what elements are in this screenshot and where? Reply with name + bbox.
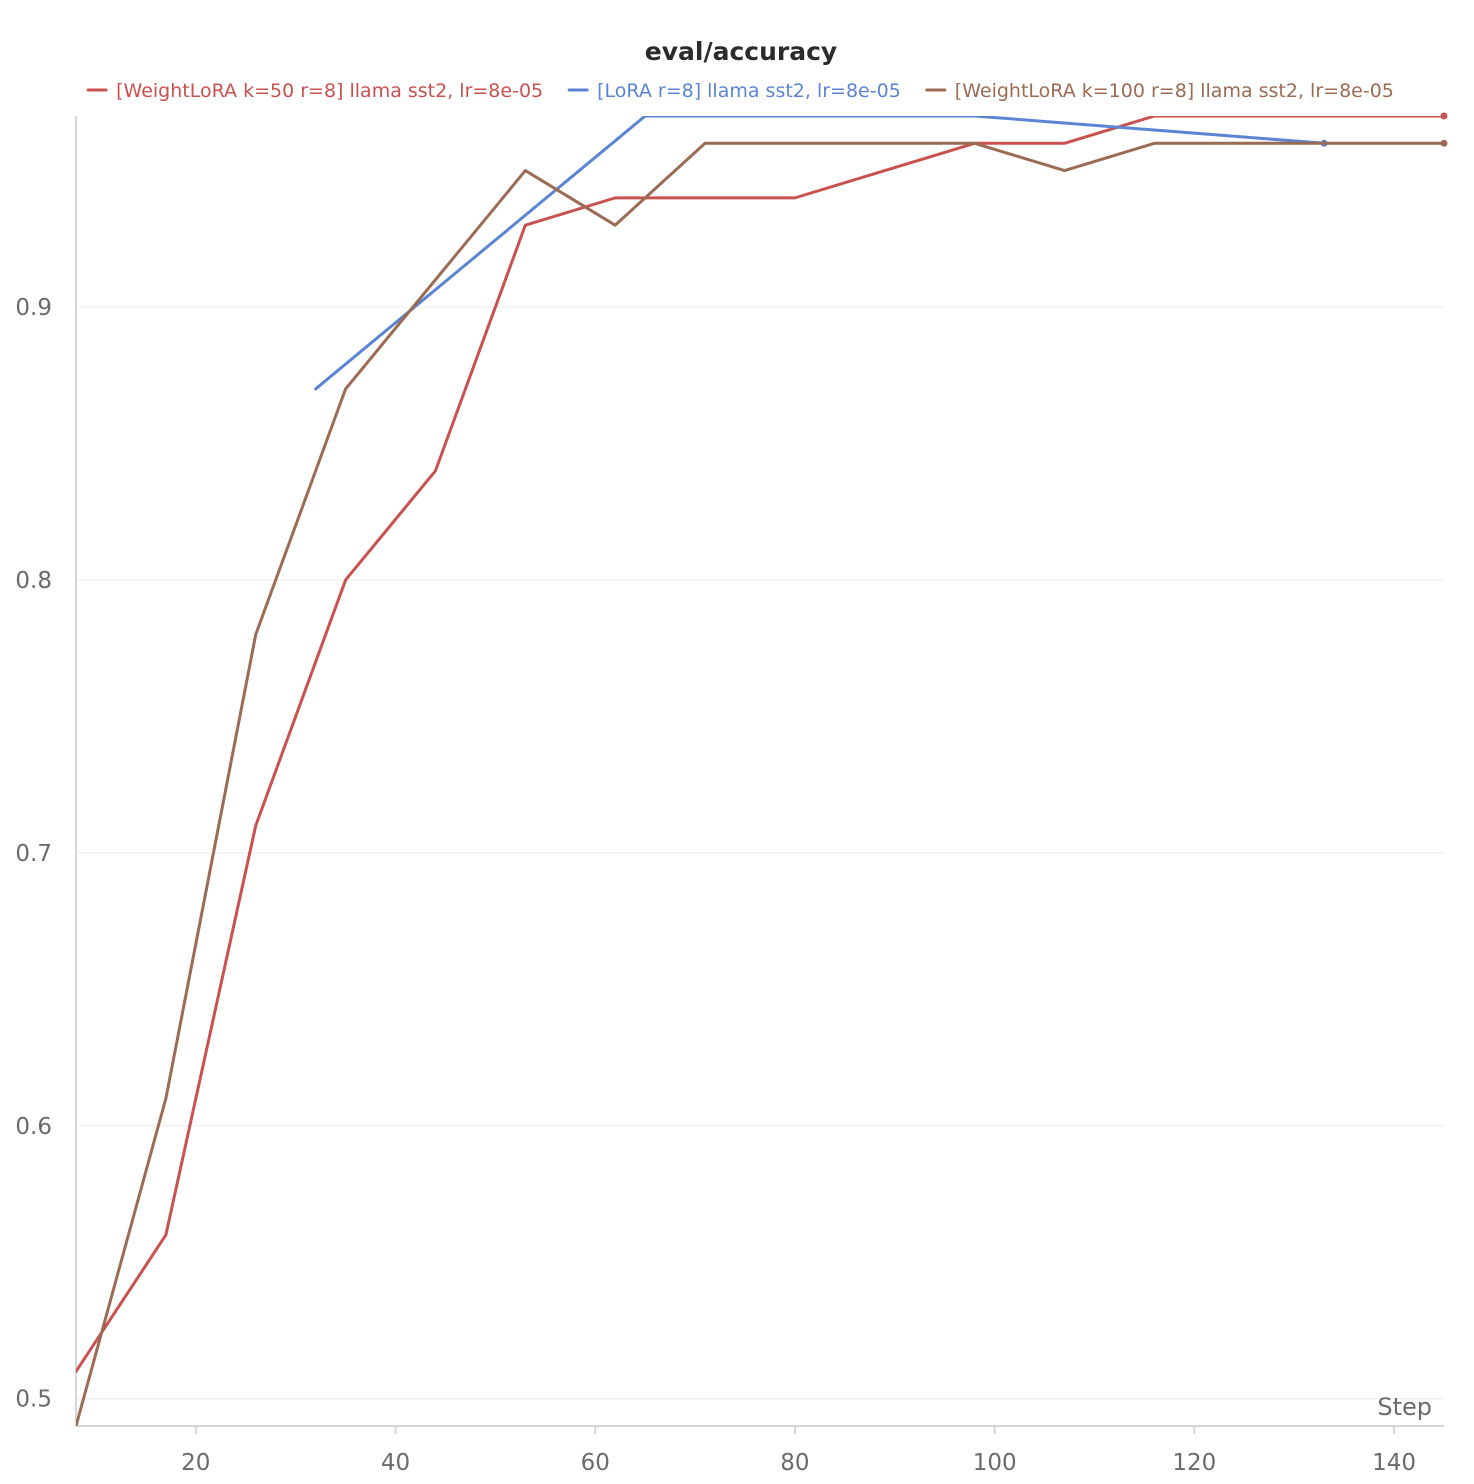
legend: [WeightLoRA k=50 r=8] llama sst2, lr=8e-…	[86, 80, 1394, 102]
x-tick-label: 20	[181, 1450, 210, 1476]
y-tick-label: 0.7	[15, 841, 52, 867]
x-tick-label: 100	[973, 1450, 1017, 1476]
y-tick-label: 0.6	[15, 1114, 52, 1140]
x-tick-label: 120	[1172, 1450, 1216, 1476]
x-tick-label: 60	[581, 1450, 610, 1476]
y-tick-label: 0.9	[15, 295, 52, 321]
legend-item[interactable]: [LoRA r=8] llama sst2, lr=8e-05	[567, 80, 901, 102]
grid-lines	[76, 306, 1444, 1400]
series-layer	[76, 112, 1448, 1426]
axes: 0.5 0.6 0.7 0.8 0.9 20 40 60 80 100 120 140	[15, 116, 1444, 1476]
legend-label: [LoRA r=8] llama sst2, lr=8e-05	[597, 80, 901, 102]
x-tick-label: 40	[381, 1450, 410, 1476]
legend-label: [WeightLoRA k=100 r=8] llama sst2, lr=8e…	[955, 80, 1394, 102]
chart-title: eval/accuracy	[645, 37, 837, 66]
series-end-point-1[interactable]	[1440, 112, 1448, 120]
x-tick-label: 80	[780, 1450, 809, 1476]
series-end-point-3[interactable]	[1440, 139, 1448, 147]
y-tick-label: 0.5	[15, 1387, 52, 1413]
legend-label: [WeightLoRA k=50 r=8] llama sst2, lr=8e-…	[116, 80, 543, 102]
legend-item[interactable]: [WeightLoRA k=50 r=8] llama sst2, lr=8e-…	[86, 80, 543, 102]
series-line-1[interactable]	[76, 116, 1446, 1373]
legend-item[interactable]: [WeightLoRA k=100 r=8] llama sst2, lr=8e…	[925, 80, 1394, 102]
series-line-3[interactable]	[76, 141, 1446, 1426]
series-line-2[interactable]	[314, 116, 1326, 391]
y-tick-label: 0.8	[15, 568, 52, 594]
x-tick-label: 140	[1372, 1450, 1416, 1476]
x-axis-title: Step	[1377, 1393, 1432, 1421]
